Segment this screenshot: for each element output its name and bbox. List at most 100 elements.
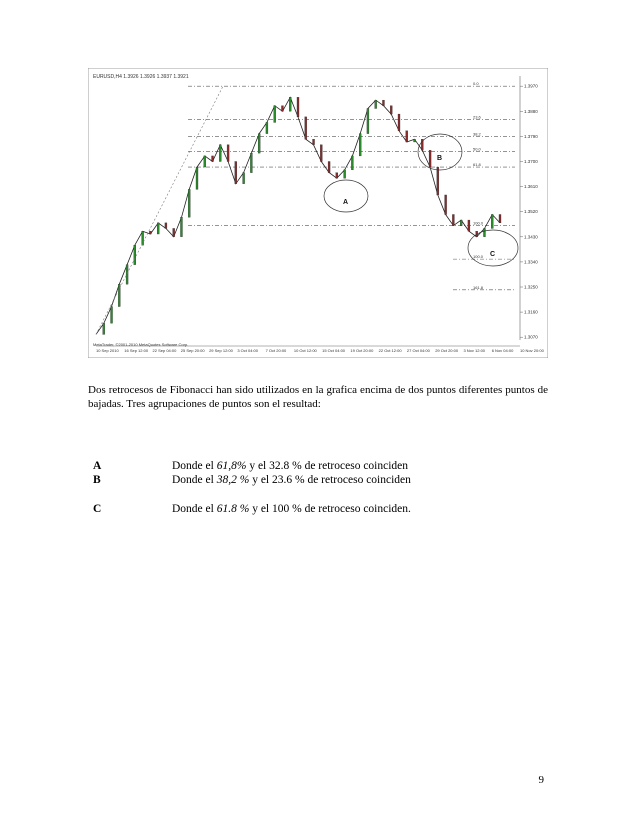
candle	[250, 152, 253, 173]
cluster-circle	[467, 229, 519, 267]
row-text: Donde el 38,2 % y el 23.6 % de retroceso…	[172, 474, 411, 486]
page-number: 9	[538, 774, 545, 786]
x-tick-label: 6 Nov 04:00	[492, 348, 514, 353]
fib-label: 161.8	[473, 285, 484, 290]
candle	[397, 113, 401, 131]
candle	[405, 130, 408, 143]
cluster-circle	[323, 179, 369, 213]
y-axis: 1.3970 1.3880 1.3790 1.3700 1.3610 1.3520 1.34…	[519, 76, 538, 340]
description-paragraph: Dos retrocesos de Fibonacci han sido uti…	[88, 384, 548, 410]
row-label: B	[93, 474, 101, 486]
candle	[141, 231, 144, 246]
candle	[351, 155, 354, 171]
y-tick-label: 1.3880	[524, 109, 538, 114]
candle	[258, 133, 261, 154]
candle	[265, 122, 269, 134]
candle	[164, 222, 168, 229]
candle	[296, 97, 300, 118]
x-tick-label: 22 Oct 12:00	[379, 348, 403, 353]
candle	[335, 172, 338, 179]
fibonacci-chart: EURUSD,H4 1.3926 1.3926 1.3937 1.3921 1.…	[88, 68, 548, 358]
fib-label: 23.6	[473, 115, 482, 120]
x-tick-label: 10 Sep 2010	[96, 348, 119, 353]
candle	[421, 139, 424, 151]
x-tick-label: 25 Sep 20:00	[181, 348, 206, 353]
retracement-line	[95, 86, 224, 335]
candle	[428, 150, 432, 168]
candle	[366, 108, 370, 134]
x-axis: 10 Sep 2010 16 Sep 12:00 22 Sep 04:00 25 Se…	[96, 345, 545, 353]
candle	[180, 217, 183, 237]
y-tick-label: 1.3160	[524, 310, 538, 315]
fib-label: 38.2	[473, 131, 482, 136]
x-tick-label: 16 Sep 12:00	[124, 348, 149, 353]
candle	[304, 116, 307, 140]
candle	[467, 219, 471, 232]
x-tick-label: 3 Oct 04:00	[237, 348, 258, 353]
candle	[452, 214, 455, 226]
candle	[273, 105, 276, 123]
candle	[436, 166, 439, 196]
candle	[149, 231, 152, 235]
fib-label: 100.0	[473, 254, 484, 259]
candle	[211, 155, 214, 162]
x-tick-label: 29 Oct 20:00	[435, 348, 459, 353]
cluster-label: A	[343, 199, 348, 206]
candle	[374, 99, 377, 109]
candle	[289, 97, 292, 112]
y-tick-label: 1.3970	[524, 84, 538, 89]
candle	[343, 169, 346, 179]
price-series	[95, 86, 502, 335]
candle	[312, 139, 315, 145]
y-tick-label: 1.3430	[524, 234, 538, 239]
candle	[359, 133, 362, 157]
x-tick-label: 19 Oct 20:00	[350, 348, 374, 353]
row-text: Donde el 61,8% y el 32.8 % de retroceso …	[172, 460, 409, 472]
x-tick-label: 3 Nov 12:00	[463, 348, 485, 353]
fib-label: 0.0	[473, 81, 479, 86]
x-tick-label: 27 Oct 04:00	[407, 348, 431, 353]
fib-label: 50.0	[473, 147, 482, 152]
x-tick-label: 7 Oct 20:00	[266, 348, 287, 353]
chart-copyright: MetaTrader, ©2001-2010 MetaQuotes Softwa…	[93, 342, 188, 347]
candle	[498, 214, 502, 224]
row-label: A	[93, 460, 102, 472]
candle	[219, 144, 222, 162]
x-tick-label: 15 Oct 04:00	[322, 348, 346, 353]
candle	[281, 105, 284, 112]
candle	[483, 228, 486, 237]
candle	[102, 323, 105, 335]
y-tick-label: 1.3700	[524, 159, 538, 164]
fib-label: 61.8	[473, 162, 482, 167]
y-tick-label: 1.3790	[524, 134, 538, 139]
candle	[242, 172, 245, 184]
candle	[110, 306, 113, 324]
candle	[460, 219, 463, 226]
candle	[444, 194, 447, 215]
candle	[320, 144, 323, 162]
candle	[413, 139, 416, 143]
y-tick-label: 1.3610	[524, 184, 538, 189]
candle	[327, 161, 331, 173]
cluster-circles: A B C	[323, 133, 519, 267]
y-tick-label: 1.3520	[524, 209, 538, 214]
fib-label: 100.0	[473, 221, 484, 226]
candle	[118, 284, 121, 307]
chart-title: EURUSD,H4 1.3926 1.3926 1.3937 1.3921	[93, 74, 189, 80]
cluster-circle	[417, 133, 463, 171]
candle	[172, 228, 175, 237]
candle	[195, 166, 199, 190]
row-label: C	[93, 503, 102, 515]
candle	[382, 99, 385, 106]
candle	[133, 245, 136, 265]
row-text: Donde el 61.8 % y el 100 % de retroceso …	[172, 503, 411, 515]
candle	[157, 222, 160, 235]
x-tick-label: 22 Sep 04:00	[153, 348, 178, 353]
y-tick-label: 1.3340	[524, 259, 538, 264]
candle	[203, 155, 206, 168]
candle	[188, 189, 191, 218]
candle	[226, 144, 230, 162]
y-tick-label: 1.3250	[524, 285, 538, 290]
candle	[491, 214, 494, 229]
x-tick-label: 29 Sep 12:00	[209, 348, 234, 353]
